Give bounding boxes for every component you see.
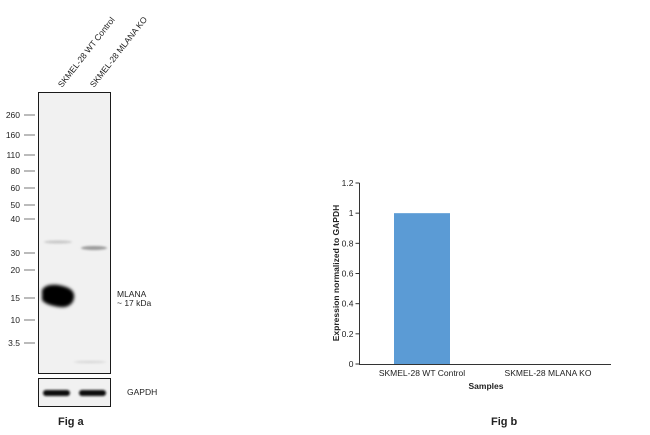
mw-marker-label: 260: [6, 110, 20, 120]
faint-smear: [74, 360, 106, 364]
mw-marker-label: 160: [6, 130, 20, 140]
bar-1: [394, 213, 450, 364]
mw-marker-label: 20: [11, 265, 21, 275]
gapdh-band-ko: [79, 390, 106, 396]
western-blot-panel: SKMEL-28 WT Control SKMEL-28 MLANA KO 26…: [6, 14, 157, 407]
lane-label-ko: SKMEL-28 MLANA KO: [88, 14, 150, 89]
y-axis-title: Expression normalized to GAPDH: [331, 205, 341, 342]
mw-marker-label: 40: [11, 214, 21, 224]
mw-marker-label: 110: [6, 150, 20, 160]
x-axis-tick-labels: SKMEL-28 WT Control SKMEL-28 MLANA KO: [379, 368, 592, 378]
y-tick-label: 0.6: [342, 269, 354, 279]
mlana-band-wt: [42, 284, 75, 308]
gapdh-label: GAPDH: [127, 387, 157, 397]
bars-group: [394, 213, 450, 364]
gapdh-band-wt: [43, 390, 70, 396]
mw-marker-label: 50: [11, 200, 21, 210]
x-tick-label: SKMEL-28 WT Control: [379, 368, 465, 378]
blot-membrane: [38, 92, 111, 374]
mw-marker-ladder: 260 160 110 80 60 50 40 30 20 15 10 3.5: [6, 110, 35, 348]
band-label-size: ~ 17 kDa: [117, 298, 152, 308]
mw-marker-label: 3.5: [8, 338, 20, 348]
y-axis-ticks: 0 0.2 0.4 0.6 0.8 1 1.2: [342, 178, 360, 369]
mw-marker-label: 15: [11, 293, 21, 303]
y-tick-label: 0: [349, 359, 354, 369]
bar-chart-panel: 00.20.40.60.811.2 SKMEL-28 WT Control SKM…: [331, 178, 611, 391]
x-axis-title: Samples: [469, 381, 504, 391]
mw-marker-label: 60: [11, 183, 21, 193]
lane-label-wt: SKMEL-28 WT Control: [56, 15, 117, 89]
fig-b-label: Fig b: [491, 416, 518, 428]
x-tick-label: SKMEL-28 MLANA KO: [505, 368, 592, 378]
y-tick-label: 0.2: [342, 329, 354, 339]
mw-marker-label: 10: [11, 315, 21, 325]
faint-band-wt: [44, 240, 72, 244]
faint-band-ko: [81, 246, 107, 250]
y-tick-label: 1: [349, 208, 354, 218]
y-tick-label: 0.8: [342, 238, 354, 248]
y-tick-label: 1.2: [342, 178, 354, 188]
mw-marker-label: 80: [11, 166, 21, 176]
fig-a-label: Fig a: [58, 416, 84, 428]
mw-marker-label: 30: [11, 248, 21, 258]
band-label-protein: MLANA: [117, 289, 147, 299]
y-tick-label: 0.4: [342, 299, 354, 309]
